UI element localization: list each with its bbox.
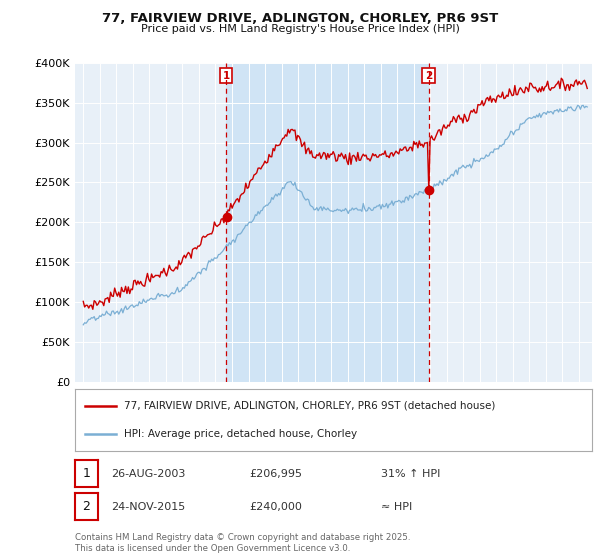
Text: 77, FAIRVIEW DRIVE, ADLINGTON, CHORLEY, PR6 9ST (detached house): 77, FAIRVIEW DRIVE, ADLINGTON, CHORLEY, … bbox=[124, 401, 496, 411]
Text: 77, FAIRVIEW DRIVE, ADLINGTON, CHORLEY, PR6 9ST: 77, FAIRVIEW DRIVE, ADLINGTON, CHORLEY, … bbox=[102, 12, 498, 25]
Text: Price paid vs. HM Land Registry's House Price Index (HPI): Price paid vs. HM Land Registry's House … bbox=[140, 24, 460, 34]
Text: 1: 1 bbox=[82, 467, 91, 480]
Text: £206,995: £206,995 bbox=[249, 469, 302, 479]
Text: 2: 2 bbox=[82, 500, 91, 513]
Text: 31% ↑ HPI: 31% ↑ HPI bbox=[381, 469, 440, 479]
Text: ≈ HPI: ≈ HPI bbox=[381, 502, 412, 512]
Text: £240,000: £240,000 bbox=[249, 502, 302, 512]
Text: 24-NOV-2015: 24-NOV-2015 bbox=[111, 502, 185, 512]
Text: 1: 1 bbox=[223, 71, 230, 81]
Bar bbox=[226, 63, 428, 382]
Text: Contains HM Land Registry data © Crown copyright and database right 2025.
This d: Contains HM Land Registry data © Crown c… bbox=[75, 533, 410, 553]
Text: HPI: Average price, detached house, Chorley: HPI: Average price, detached house, Chor… bbox=[124, 429, 357, 439]
Text: 26-AUG-2003: 26-AUG-2003 bbox=[111, 469, 185, 479]
Text: 2: 2 bbox=[425, 71, 432, 81]
